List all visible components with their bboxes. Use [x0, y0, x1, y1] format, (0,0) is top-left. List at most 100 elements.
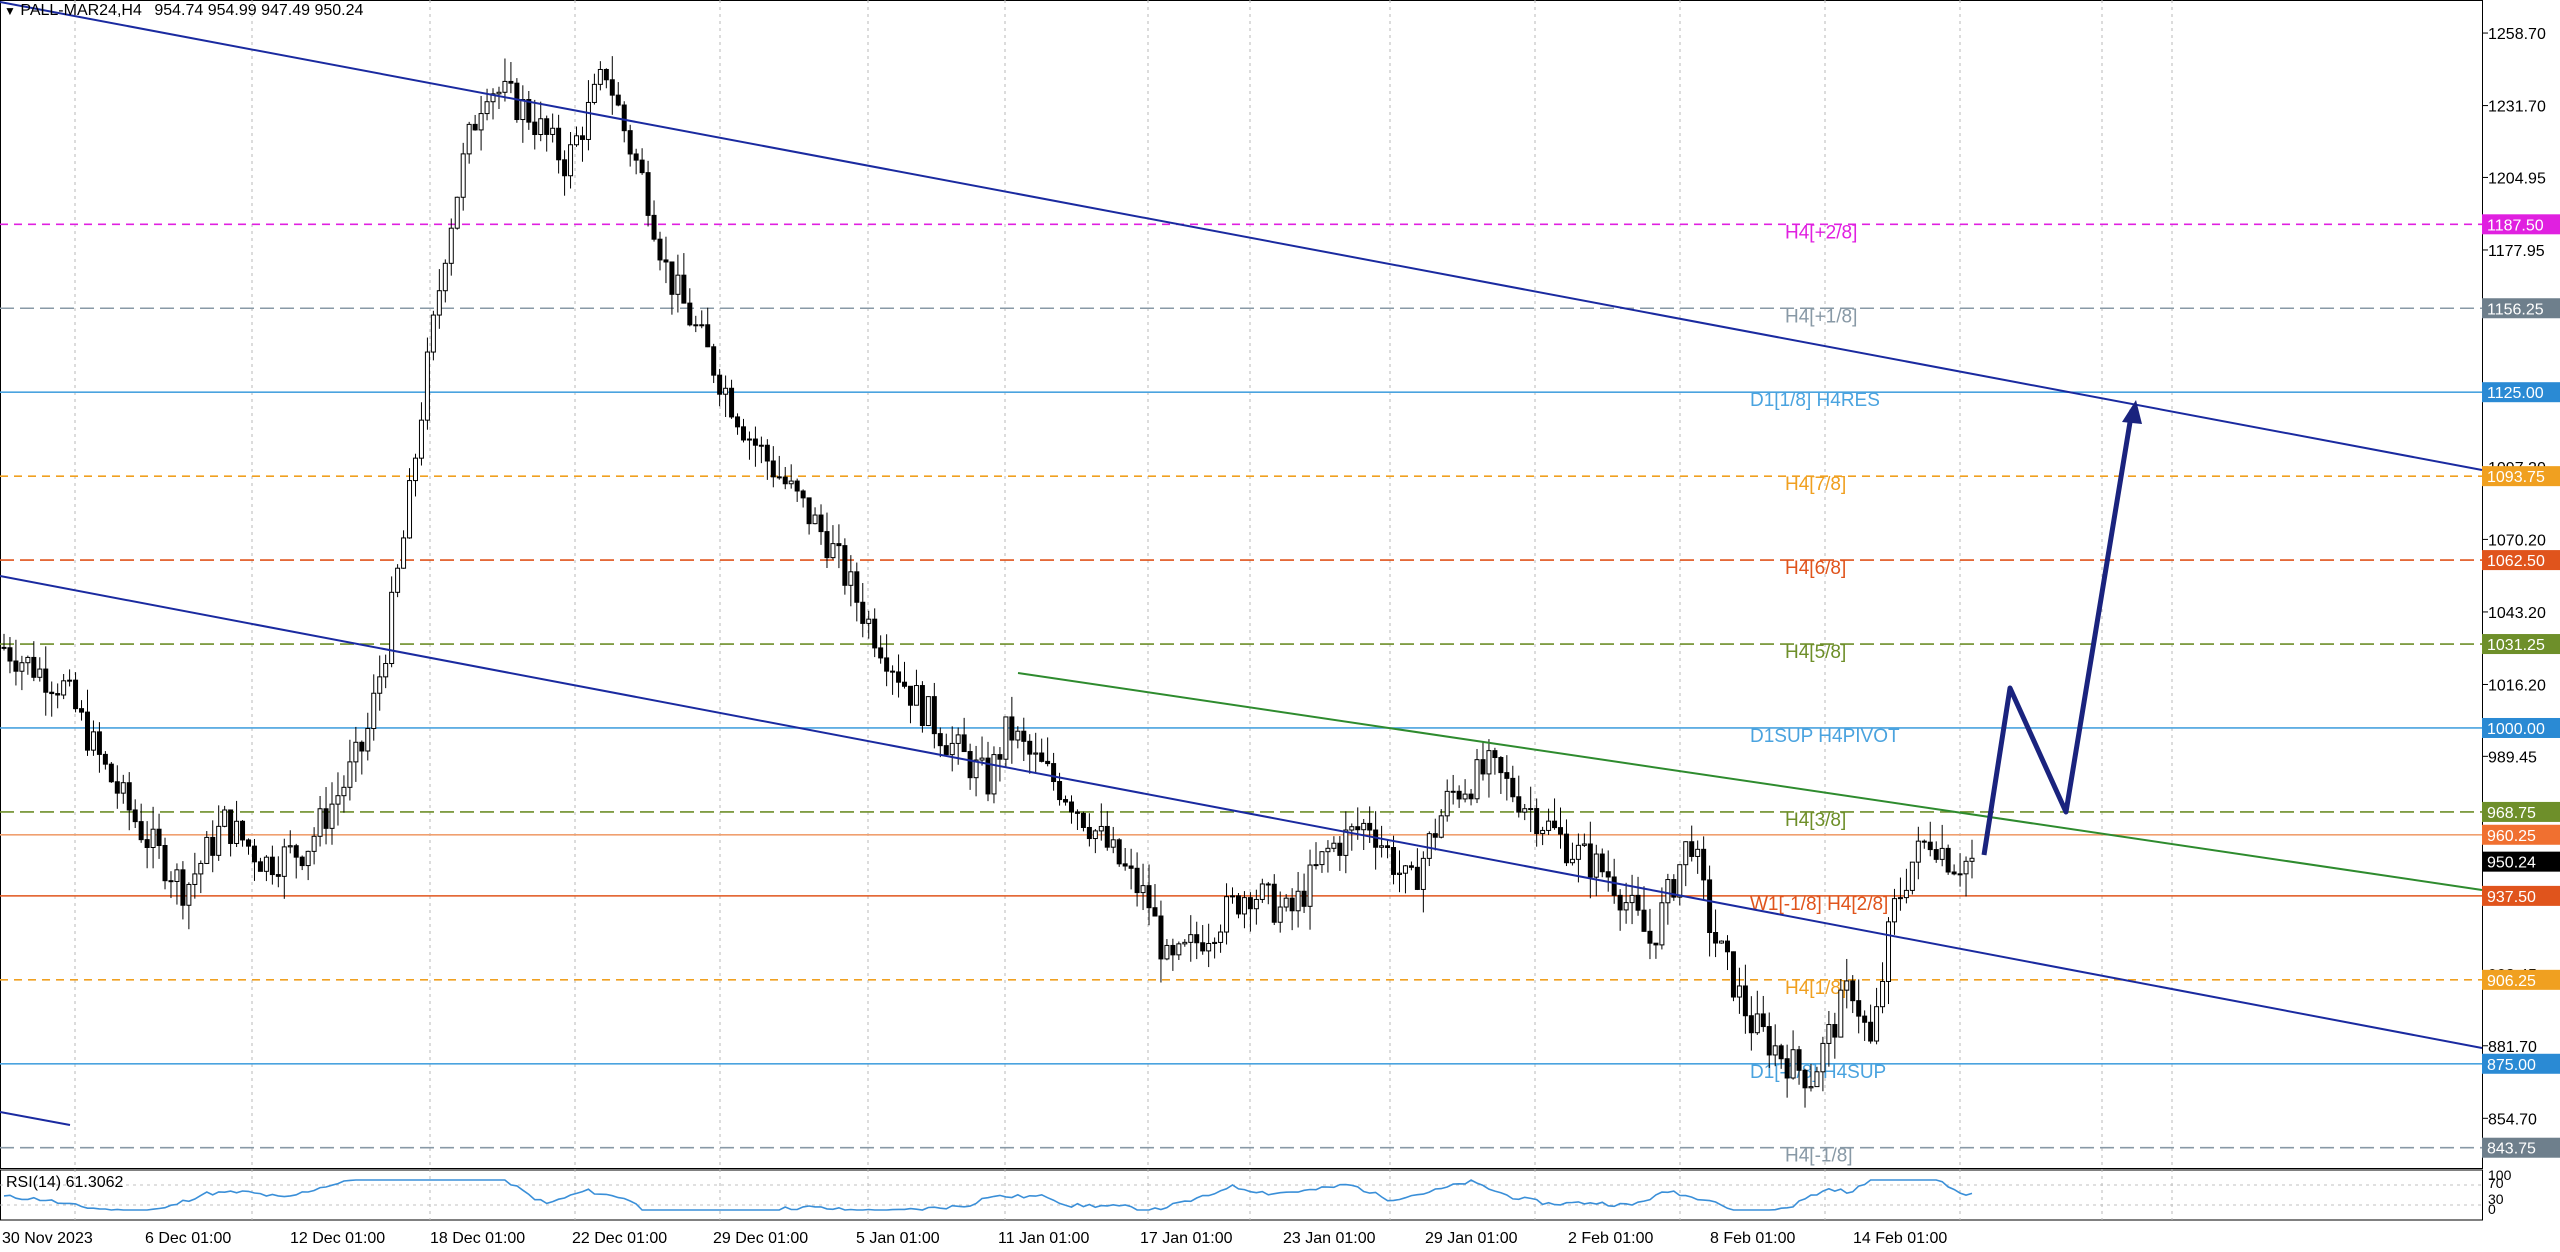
candle-body	[985, 757, 991, 795]
time-label: 12 Dec 01:00	[290, 1230, 385, 1247]
candle-body	[1176, 943, 1182, 956]
candle-body	[1611, 876, 1617, 896]
candle-body	[1689, 841, 1695, 857]
dropdown-triangle-icon[interactable]: ▼	[4, 4, 16, 18]
candle-body	[102, 753, 108, 765]
candle-body	[43, 668, 49, 693]
level-price-text: 1187.50	[2487, 217, 2544, 234]
candle-body	[1122, 863, 1128, 867]
channel-segment	[0, 1111, 71, 1126]
candle-body	[1891, 898, 1897, 923]
candle-body	[1230, 895, 1236, 898]
channel-upper-line	[0, 1, 2483, 471]
candle-body	[896, 671, 902, 683]
candle-body	[269, 856, 275, 876]
candle-body	[818, 514, 824, 533]
level-price-box	[2482, 1137, 2560, 1158]
candle-body	[1814, 1071, 1820, 1088]
candle-body	[776, 476, 782, 479]
candle-body	[1939, 847, 1945, 860]
candle-body	[591, 83, 597, 103]
candle-body	[144, 839, 150, 848]
candle-body	[389, 591, 395, 665]
level-price-box	[2482, 824, 2560, 845]
candle-body	[1510, 777, 1516, 798]
candle-body	[1164, 944, 1170, 960]
candle-body	[931, 696, 937, 735]
candle-body	[353, 741, 359, 763]
forecast-arrowhead	[2122, 400, 2142, 424]
candle-body	[1027, 740, 1033, 755]
price-tick-label: 854.70	[2488, 1111, 2537, 1128]
candle-body	[848, 571, 854, 586]
candle-body	[222, 809, 228, 827]
candle-body	[1140, 885, 1146, 894]
time-label: 11 Jan 01:00	[998, 1230, 1089, 1247]
candle-body	[383, 663, 389, 678]
candle-body	[1760, 1013, 1766, 1028]
candle-body	[1307, 864, 1313, 907]
candle-body	[1957, 873, 1963, 876]
level-price-text: 1062.50	[2487, 553, 2545, 570]
candle-body	[1540, 829, 1546, 835]
candle-body	[1259, 883, 1265, 900]
time-label: 6 Dec 01:00	[145, 1230, 231, 1247]
candle-body	[1629, 894, 1635, 904]
candle-body	[67, 679, 73, 682]
candle-body	[460, 153, 466, 198]
candle-body	[562, 159, 568, 177]
level-price-box	[2482, 1053, 2560, 1074]
candle-body	[967, 751, 973, 779]
candle-body	[1212, 941, 1218, 944]
candle-body	[752, 438, 758, 446]
candle-body	[1724, 940, 1730, 953]
candle-body	[37, 668, 43, 678]
candle-body	[1283, 897, 1289, 908]
level-price-text: 875.00	[2487, 1057, 2536, 1074]
candle-body	[1742, 985, 1748, 1017]
time-label: 30 Nov 2023	[2, 1230, 93, 1247]
candle-body	[1623, 902, 1629, 911]
level-price-text: 968.75	[2487, 805, 2536, 822]
candle-body	[96, 731, 102, 755]
candle-body	[1862, 1015, 1868, 1023]
candle-body	[1450, 790, 1456, 793]
rsi-frame	[0, 1169, 2483, 1221]
candle-body	[1146, 885, 1152, 909]
candle-body	[1385, 845, 1391, 849]
candle-body	[1367, 822, 1373, 831]
candle-body	[1200, 942, 1206, 952]
candle-body	[1325, 847, 1331, 853]
candle-body	[132, 809, 138, 823]
candle-body	[764, 444, 770, 462]
candle-body	[1319, 851, 1325, 866]
candle-body	[711, 346, 717, 376]
candle-body	[1355, 826, 1361, 831]
candle-body	[890, 670, 896, 673]
rsi-tick-label: 30	[2488, 1191, 2504, 1207]
level-price-text: 1156.25	[2487, 301, 2544, 318]
candle-body	[907, 685, 913, 706]
candle-body	[454, 196, 460, 229]
candle-body	[1736, 985, 1742, 998]
candle-body	[138, 821, 144, 841]
candle-body	[609, 79, 615, 96]
candle-body	[1074, 811, 1080, 814]
candle-body	[251, 845, 257, 863]
candle-body	[1778, 1045, 1784, 1060]
candle-body	[1880, 980, 1886, 1008]
time-label: 14 Feb 01:00	[1853, 1230, 1947, 1247]
candle-body	[1080, 812, 1086, 828]
candle-body	[204, 836, 210, 864]
candle-body	[1504, 772, 1510, 779]
candle-body	[1235, 895, 1241, 915]
candle-body	[424, 351, 430, 421]
rsi-tick-label: 70	[2488, 1175, 2504, 1191]
level-price-text: 906.25	[2487, 973, 2536, 990]
candle-body	[1015, 730, 1021, 741]
candle-body	[1349, 826, 1355, 831]
candle-body	[603, 68, 609, 81]
candle-body	[407, 480, 413, 539]
candle-body	[1295, 890, 1301, 912]
